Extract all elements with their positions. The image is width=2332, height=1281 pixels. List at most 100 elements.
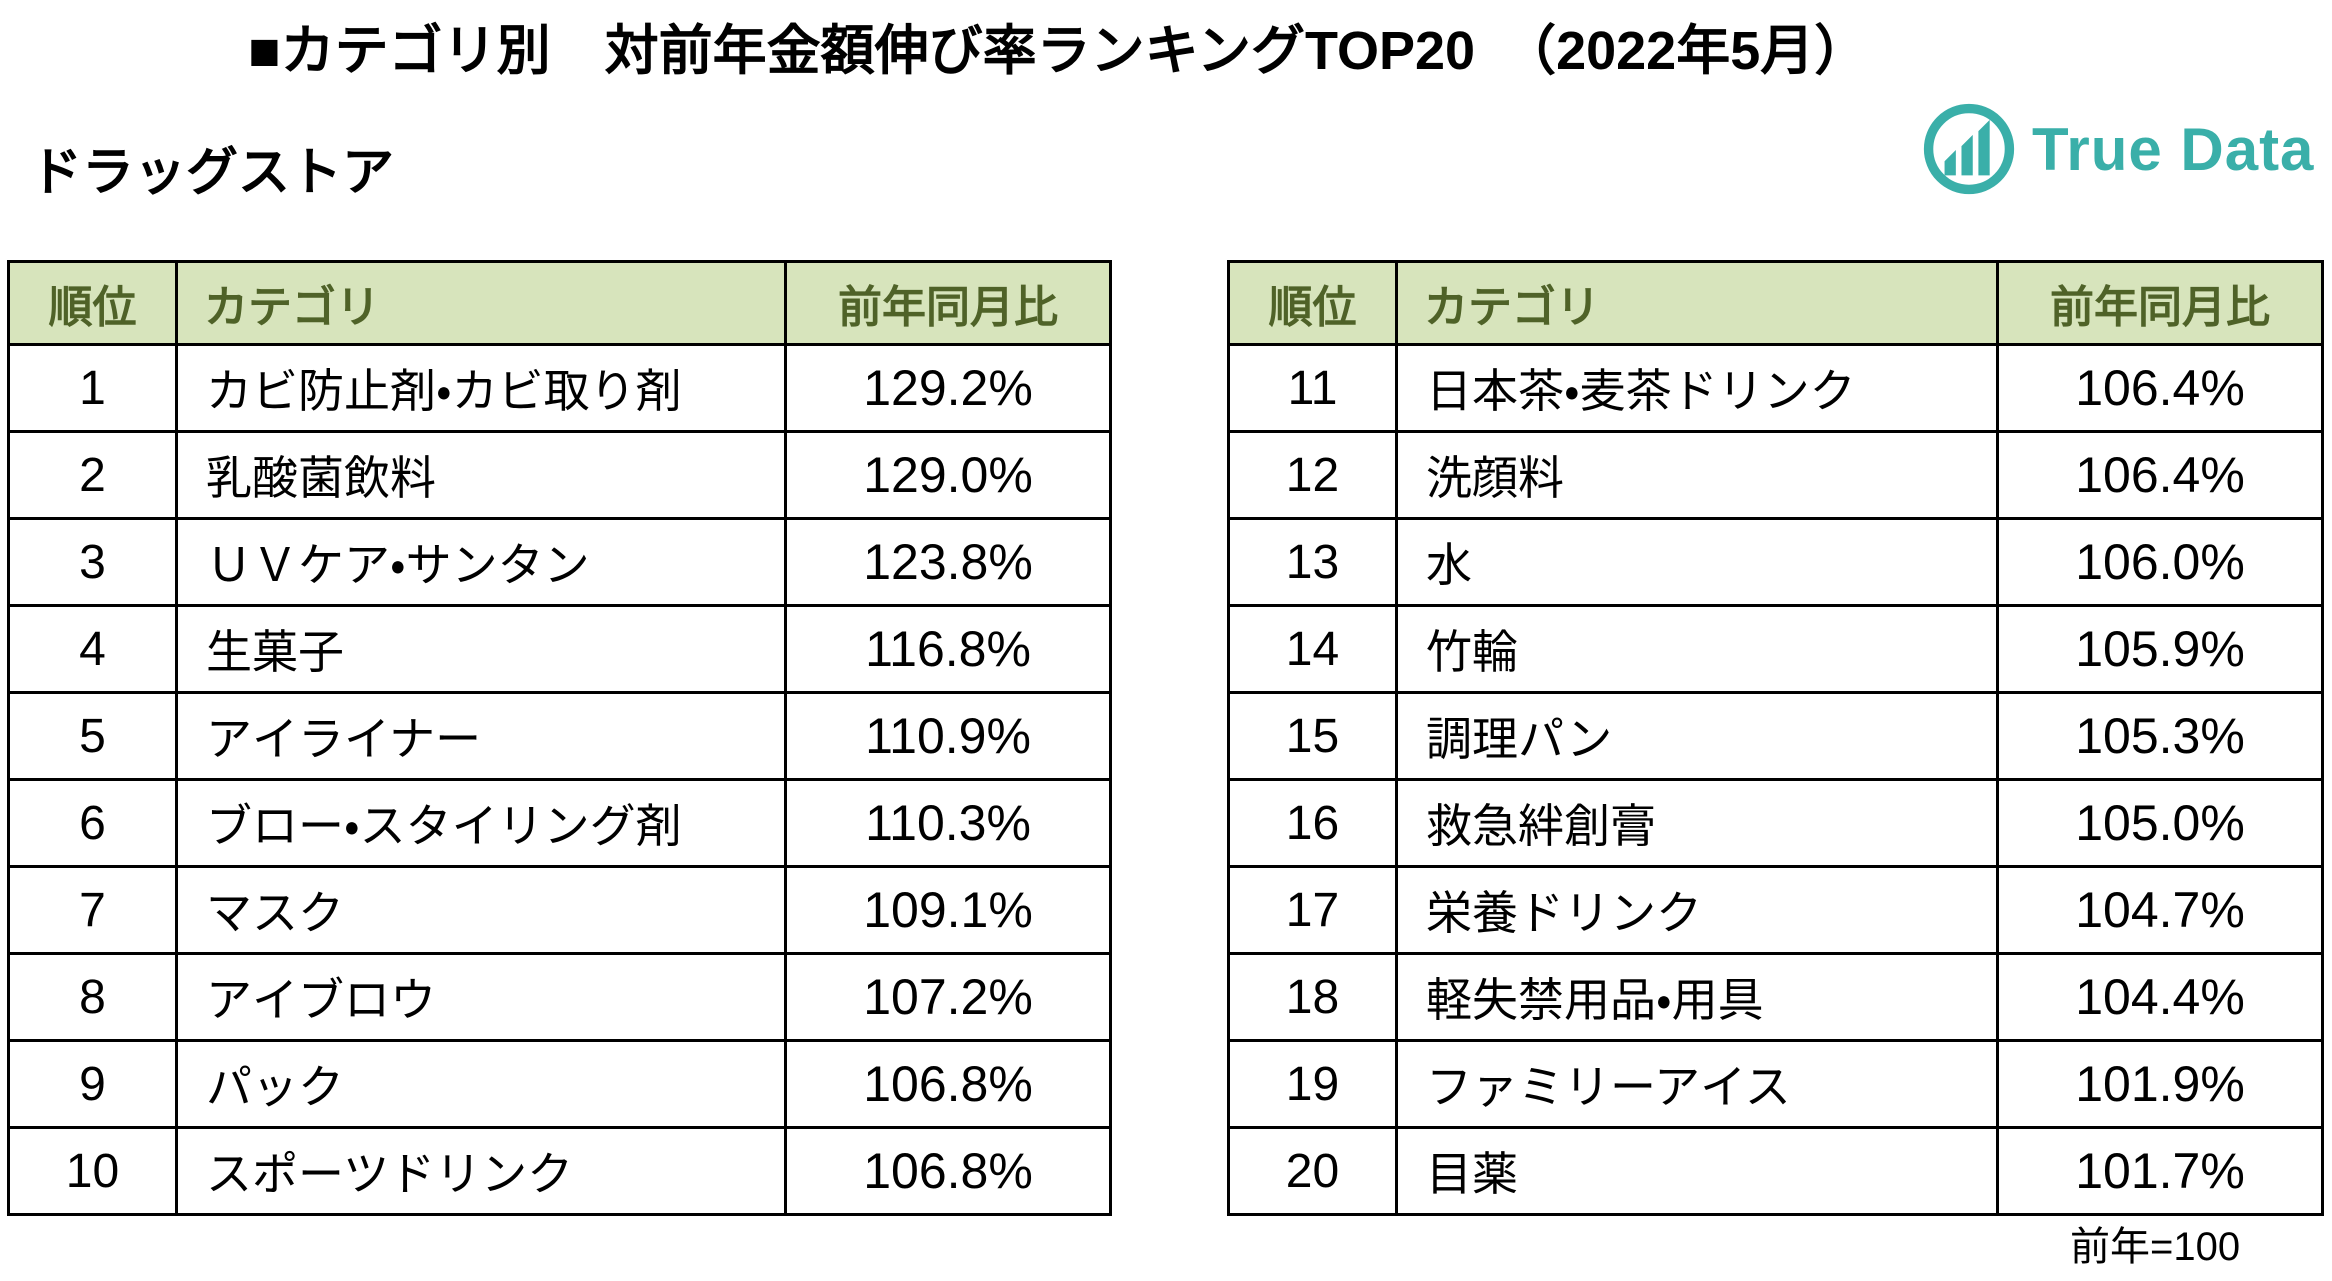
yoy-value-cell: 106.8%: [784, 1126, 1112, 1216]
rank-cell: 6: [7, 778, 178, 868]
header-category: カテゴリ: [1395, 260, 1999, 346]
category-cell: ファミリーアイス: [1395, 1039, 1999, 1129]
rank-table-1-10: 順位 カテゴリ 前年同月比 1 カビ防止剤・カビ取り剤 129.2% 2 乳酸菌飲料 12…: [7, 260, 1112, 1216]
table-row: 19 ファミリーアイス 101.9%: [1227, 1039, 2324, 1129]
table-row: 17 栄養ドリンク 104.7%: [1227, 865, 2324, 955]
category-cell: 軽失禁用品・用具: [1395, 952, 1999, 1042]
category-cell: 目薬: [1395, 1126, 1999, 1216]
header-row: 順位 カテゴリ 前年同月比: [7, 260, 1112, 346]
yoy-value-cell: 129.2%: [784, 343, 1112, 433]
category-cell: ブロー・スタイリング剤: [175, 778, 787, 868]
yoy-value-cell: 106.4%: [1996, 430, 2324, 520]
rank-table-11-20: 順位 カテゴリ 前年同月比 11 日本茶・麦茶ドリンク 106.4% 12 洗顔料 106…: [1227, 260, 2324, 1216]
table-row: 13 水 106.0%: [1227, 517, 2324, 607]
table-header: 順位 カテゴリ 前年同月比: [1227, 260, 2324, 346]
rank-cell: 11: [1227, 343, 1398, 433]
rank-cell: 1: [7, 343, 178, 433]
table-row: 14 竹輪 105.9%: [1227, 604, 2324, 694]
category-cell: 栄養ドリンク: [1395, 865, 1999, 955]
rank-cell: 8: [7, 952, 178, 1042]
category-cell: 生菓子: [175, 604, 787, 694]
rank-cell: 20: [1227, 1126, 1398, 1216]
bar-chart-circle-icon: [1923, 103, 2015, 195]
table-body: 1 カビ防止剤・カビ取り剤 129.2% 2 乳酸菌飲料 129.0% 3 ＵＶケア・サンタン…: [7, 343, 1112, 1216]
category-cell: 調理パン: [1395, 691, 1999, 781]
yoy-value-cell: 106.4%: [1996, 343, 2324, 433]
table-body: 11 日本茶・麦茶ドリンク 106.4% 12 洗顔料 106.4% 13 水 106.0% 14…: [1227, 343, 2324, 1216]
table-row: 3 ＵＶケア・サンタン 123.8%: [7, 517, 1112, 607]
rank-cell: 13: [1227, 517, 1398, 607]
category-cell: アイライナー: [175, 691, 787, 781]
category-cell: 救急絆創膏: [1395, 778, 1999, 868]
yoy-value-cell: 116.8%: [784, 604, 1112, 694]
rank-cell: 14: [1227, 604, 1398, 694]
rank-cell: 15: [1227, 691, 1398, 781]
table-row: 11 日本茶・麦茶ドリンク 106.4%: [1227, 343, 2324, 433]
table-row: 7 マスク 109.1%: [7, 865, 1112, 955]
table-row: 15 調理パン 105.3%: [1227, 691, 2324, 781]
table-row: 6 ブロー・スタイリング剤 110.3%: [7, 778, 1112, 868]
yoy-value-cell: 123.8%: [784, 517, 1112, 607]
yoy-value-cell: 110.9%: [784, 691, 1112, 781]
rank-cell: 17: [1227, 865, 1398, 955]
yoy-value-cell: 105.3%: [1996, 691, 2324, 781]
true-data-logo: True Data: [1922, 102, 2314, 196]
table-row: 20 目薬 101.7%: [1227, 1126, 2324, 1216]
table-row: 4 生菓子 116.8%: [7, 604, 1112, 694]
category-cell: 竹輪: [1395, 604, 1999, 694]
yoy-value-cell: 106.0%: [1996, 517, 2324, 607]
table-row: 16 救急絆創膏 105.0%: [1227, 778, 2324, 868]
table-row: 10 スポーツドリンク 106.8%: [7, 1126, 1112, 1216]
rank-cell: 12: [1227, 430, 1398, 520]
yoy-value-cell: 104.7%: [1996, 865, 2324, 955]
table-header: 順位 カテゴリ 前年同月比: [7, 260, 1112, 346]
header-yoy-ratio: 前年同月比: [784, 260, 1112, 346]
table-row: 12 洗顔料 106.4%: [1227, 430, 2324, 520]
category-cell: パック: [175, 1039, 787, 1129]
table-row: 18 軽失禁用品・用具 104.4%: [1227, 952, 2324, 1042]
footnote-baseline: 前年=100: [2070, 1225, 2241, 1269]
rank-cell: 18: [1227, 952, 1398, 1042]
category-cell: アイブロウ: [175, 952, 787, 1042]
category-cell: マスク: [175, 865, 787, 955]
table-row: 2 乳酸菌飲料 129.0%: [7, 430, 1112, 520]
page-title: ■カテゴリ別 対前年金額伸び率ランキングTOP20 （2022年5月）: [248, 21, 1869, 81]
table-row: 9 パック 106.8%: [7, 1039, 1112, 1129]
yoy-value-cell: 101.7%: [1996, 1126, 2324, 1216]
header-rank: 順位: [7, 260, 178, 346]
rank-cell: 5: [7, 691, 178, 781]
rank-cell: 10: [7, 1126, 178, 1216]
category-cell: カビ防止剤・カビ取り剤: [175, 343, 787, 433]
store-type-label: ドラッグストア: [30, 144, 395, 202]
table-row: 8 アイブロウ 107.2%: [7, 952, 1112, 1042]
table-row: 5 アイライナー 110.9%: [7, 691, 1112, 781]
header-yoy-ratio: 前年同月比: [1996, 260, 2324, 346]
yoy-value-cell: 106.8%: [784, 1039, 1112, 1129]
yoy-value-cell: 104.4%: [1996, 952, 2324, 1042]
category-cell: 水: [1395, 517, 1999, 607]
category-cell: 日本茶・麦茶ドリンク: [1395, 343, 1999, 433]
category-cell: スポーツドリンク: [175, 1126, 787, 1216]
logo-text: True Data: [2032, 115, 2315, 183]
header-row: 順位 カテゴリ 前年同月比: [1227, 260, 2324, 346]
rank-cell: 3: [7, 517, 178, 607]
table-row: 1 カビ防止剤・カビ取り剤 129.2%: [7, 343, 1112, 433]
category-cell: 乳酸菌飲料: [175, 430, 787, 520]
yoy-value-cell: 109.1%: [784, 865, 1112, 955]
rank-cell: 2: [7, 430, 178, 520]
category-cell: ＵＶケア・サンタン: [175, 517, 787, 607]
yoy-value-cell: 110.3%: [784, 778, 1112, 868]
rank-cell: 16: [1227, 778, 1398, 868]
rank-cell: 9: [7, 1039, 178, 1129]
yoy-value-cell: 105.0%: [1996, 778, 2324, 868]
rank-cell: 7: [7, 865, 178, 955]
yoy-value-cell: 129.0%: [784, 430, 1112, 520]
yoy-value-cell: 105.9%: [1996, 604, 2324, 694]
rank-cell: 4: [7, 604, 178, 694]
header-rank: 順位: [1227, 260, 1398, 346]
yoy-value-cell: 107.2%: [784, 952, 1112, 1042]
category-cell: 洗顔料: [1395, 430, 1999, 520]
rank-cell: 19: [1227, 1039, 1398, 1129]
header-category: カテゴリ: [175, 260, 787, 346]
